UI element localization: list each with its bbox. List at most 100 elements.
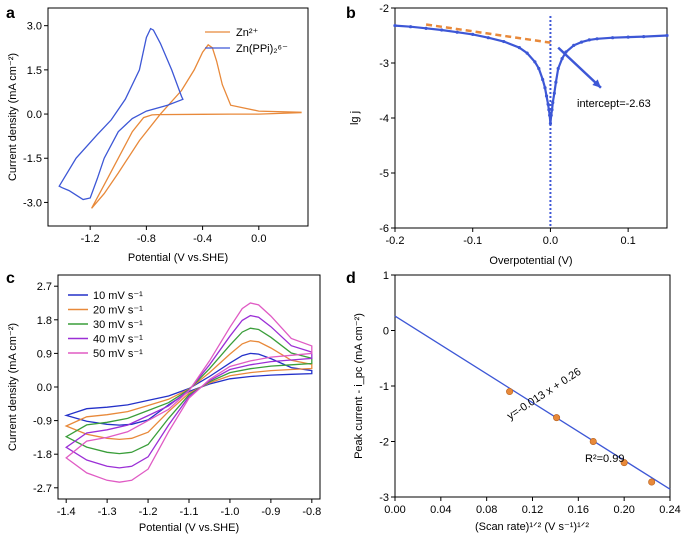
tafel-point bbox=[541, 77, 545, 82]
panel-c-xlabel: Potential (V vs.SHE) bbox=[139, 522, 239, 534]
x-tick-label: 0.16 bbox=[568, 504, 589, 516]
tafel-point bbox=[642, 35, 646, 39]
y-tick-label: 0.9 bbox=[37, 348, 52, 360]
panel-d-xlabel: (Scan rate)¹ᐟ² (V s⁻¹)¹ᐟ² bbox=[475, 521, 589, 533]
tafel-point bbox=[543, 86, 547, 90]
panel-c-legend: 10 mV s⁻¹ 20 mV s⁻¹ 30 mV s⁻¹ 40 mV s⁻¹ 50 m… bbox=[68, 290, 143, 360]
panel-a-xlabel: Potential (V vs.SHE) bbox=[128, 252, 228, 264]
panel-b-ylabel: lg j bbox=[349, 111, 361, 125]
tafel-point bbox=[552, 91, 556, 95]
x-tick-label: -1.3 bbox=[98, 506, 117, 518]
y-tick-label: -1.5 bbox=[23, 153, 42, 165]
data-point bbox=[589, 437, 597, 445]
tafel-point bbox=[546, 102, 550, 106]
x-tick-label: -1.4 bbox=[57, 506, 76, 518]
panel-d-equation: y=-0.013 x + 0.26 bbox=[505, 366, 583, 423]
legend-label: 40 mV s⁻¹ bbox=[93, 334, 143, 346]
legend-label: 10 mV s⁻¹ bbox=[93, 290, 143, 302]
panel-d-label: d bbox=[346, 270, 356, 287]
y-tick-label: 0.0 bbox=[37, 382, 52, 394]
intercept-arrow-head bbox=[592, 79, 601, 88]
legend-label: 20 mV s⁻¹ bbox=[93, 305, 143, 317]
tafel-point bbox=[537, 66, 541, 71]
legend-label: 50 mV s⁻¹ bbox=[93, 348, 143, 360]
panel-a-frame bbox=[47, 7, 309, 227]
y-tick-label: 1 bbox=[383, 270, 389, 282]
panel-b: b -0.2 -0.1 0.0 0.1 -6 -5 -4 -3 -2 Overpotential… bbox=[346, 3, 669, 267]
x-tick-label: 0.12 bbox=[522, 504, 543, 516]
panel-c-ylabel: Current density (mA cm⁻²) bbox=[7, 323, 19, 451]
panel-a-ylabel: Current density (mA cm⁻²) bbox=[7, 53, 19, 181]
tafel-point bbox=[455, 30, 459, 34]
panel-a-legend: Zn²⁺ Zn(PPi)₂⁶⁻ bbox=[205, 27, 288, 55]
legend-label: 30 mV s⁻¹ bbox=[93, 319, 143, 331]
panel-a-ticks: -1.2 -0.8 -0.4 0.0 -3.0 -1.5 0.0 1.5 3.0 bbox=[23, 21, 266, 245]
x-tick-label: 0.08 bbox=[476, 504, 497, 516]
x-tick-label: -0.1 bbox=[463, 235, 482, 247]
tafel-point bbox=[533, 60, 537, 64]
panel-d: d 0.00 0.04 0.08 0.12 0.16 0.20 0.24 -3 -2 -1 0 1 (… bbox=[346, 270, 681, 533]
tafel-point bbox=[665, 33, 669, 38]
panel-c-series bbox=[63, 302, 313, 483]
x-tick-label: -0.8 bbox=[137, 233, 156, 245]
panel-d-ticks: 0.00 0.04 0.08 0.12 0.16 0.20 0.24 -3 -2 -1 0 1 bbox=[379, 270, 680, 516]
intercept-arrow bbox=[557, 46, 602, 89]
tafel-point bbox=[424, 26, 428, 30]
y-tick-label: -2 bbox=[379, 3, 389, 15]
panel-b-frame bbox=[394, 7, 668, 229]
panel-a-series bbox=[58, 27, 302, 209]
tafel-point bbox=[486, 36, 490, 40]
tafel-point bbox=[408, 25, 413, 29]
y-tick-label: -1 bbox=[379, 381, 389, 393]
tafel-point bbox=[572, 43, 576, 48]
y-tick-label: 1.5 bbox=[27, 65, 42, 77]
panel-d-series bbox=[394, 315, 671, 490]
x-tick-label: -1.0 bbox=[220, 506, 239, 518]
y-tick-label: -2.7 bbox=[33, 483, 52, 495]
y-tick-label: -3.0 bbox=[23, 197, 42, 209]
x-tick-label: -1.2 bbox=[139, 506, 158, 518]
panel-b-ticks: -0.2 -0.1 0.0 0.1 -6 -5 -4 -3 -2 bbox=[379, 3, 636, 247]
tafel-point bbox=[393, 24, 397, 28]
tafel-point bbox=[556, 66, 560, 71]
cv-curve-zn bbox=[91, 43, 302, 209]
panel-d-ylabel: Peak current - i_pc (mA cm⁻²) bbox=[353, 313, 365, 459]
panel-b-series bbox=[393, 16, 669, 228]
x-tick-label: 0.24 bbox=[659, 504, 680, 516]
panel-c-ticks: -1.4 -1.3 -1.2 -1.1 -1.0 -0.9 -0.8 -2.7 -1.8 -0.9… bbox=[33, 281, 321, 518]
x-tick-label: 0.04 bbox=[430, 504, 451, 516]
x-tick-label: -0.4 bbox=[193, 233, 212, 245]
y-tick-label: -0.9 bbox=[33, 416, 52, 428]
x-tick-label: -0.2 bbox=[386, 235, 405, 247]
y-tick-label: -6 bbox=[379, 223, 389, 235]
panel-b-xlabel: Overpotential (V) bbox=[489, 255, 572, 267]
tafel-point bbox=[579, 40, 584, 44]
tafel-point bbox=[471, 32, 475, 37]
x-tick-label: 0.1 bbox=[620, 235, 635, 247]
tafel-point bbox=[502, 39, 506, 44]
legend-label-znppi: Zn(PPi)₂⁶⁻ bbox=[236, 43, 288, 55]
y-tick-label: -1.8 bbox=[33, 449, 52, 461]
cv-curve-20mv bbox=[64, 340, 313, 441]
data-point bbox=[506, 388, 514, 396]
x-tick-label: -0.8 bbox=[302, 506, 321, 518]
tafel-point bbox=[626, 35, 630, 39]
x-tick-label: 0.00 bbox=[384, 504, 405, 516]
y-tick-label: 3.0 bbox=[27, 21, 42, 33]
x-tick-label: -1.2 bbox=[81, 233, 100, 245]
tafel-point bbox=[587, 38, 591, 42]
panel-c-label: c bbox=[6, 270, 15, 287]
extrapolation-line bbox=[425, 23, 551, 44]
panel-d-r2: R²=0.99 bbox=[585, 453, 624, 465]
cv-curve-50mv bbox=[65, 302, 313, 483]
cv-curve-10mv bbox=[63, 352, 313, 426]
y-tick-label: -3 bbox=[379, 58, 389, 70]
y-tick-label: 2.7 bbox=[37, 281, 52, 293]
y-tick-label: 0.0 bbox=[27, 109, 42, 121]
y-tick-label: 1.8 bbox=[37, 315, 52, 327]
y-tick-label: -2 bbox=[379, 437, 389, 449]
y-tick-label: -3 bbox=[379, 492, 389, 504]
data-point bbox=[648, 478, 656, 486]
y-tick-label: -4 bbox=[379, 113, 389, 125]
x-tick-label: 0.0 bbox=[251, 233, 266, 245]
